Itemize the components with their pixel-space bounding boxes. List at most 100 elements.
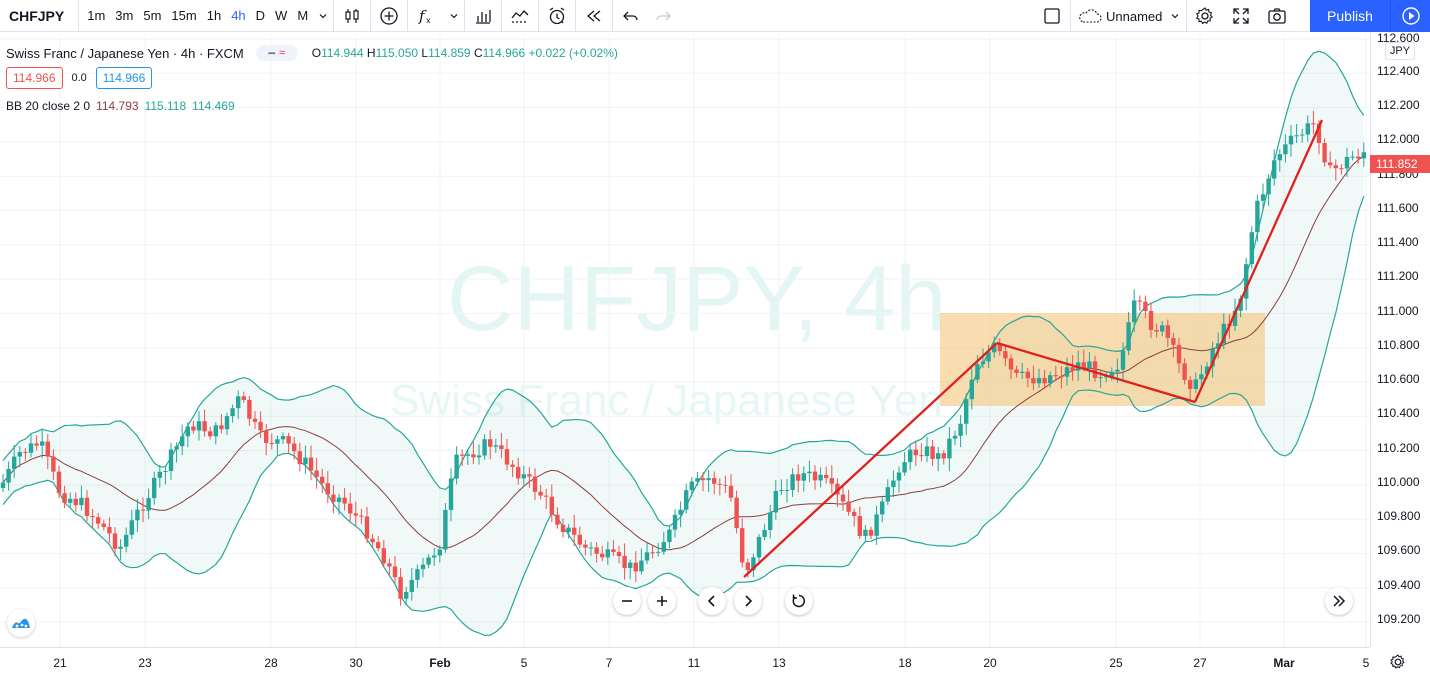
replay-button[interactable] [576, 0, 612, 32]
trend-line-up-2[interactable] [1193, 119, 1324, 403]
price-chart[interactable]: CHFJPY, 4h Swiss Franc / Japanese Yen [0, 33, 1370, 647]
price-scale[interactable]: 112.600 112.400 112.200 112.000 111.800 … [1370, 31, 1430, 647]
interval-15m[interactable]: 15m [171, 7, 197, 23]
candle-body [241, 396, 246, 400]
time-label: 27 [1193, 656, 1207, 670]
toolbar-divider [464, 0, 466, 32]
interval-1h[interactable]: 1h [206, 7, 222, 23]
scroll-left-button[interactable] [698, 587, 726, 615]
candle-body [1232, 310, 1238, 326]
scroll-to-realtime-button[interactable] [1325, 587, 1353, 615]
replay-play-button[interactable] [1390, 0, 1430, 32]
maximize-button[interactable] [1223, 0, 1259, 32]
indicator-legend[interactable]: BB 20 close 2 0 114.793 115.118 114.469 [6, 99, 618, 113]
time-label: 21 [53, 656, 67, 670]
toolbar-divider [501, 0, 503, 32]
chevron-right-icon [745, 595, 753, 607]
alert-button[interactable] [539, 0, 575, 32]
candle-body [913, 449, 918, 456]
candle-body [196, 421, 202, 431]
candle-body [17, 451, 22, 457]
trend-line-down[interactable] [996, 341, 1196, 404]
candle-body [252, 418, 258, 422]
legend-toggle-pill[interactable]: ━ ≈ [255, 45, 298, 61]
candle-body [1255, 200, 1260, 233]
candle-body [404, 591, 409, 599]
symbol-search[interactable]: CHFJPY [9, 7, 65, 24]
candle-body [1210, 348, 1215, 367]
candle-body [896, 472, 902, 481]
scroll-right-button[interactable] [734, 587, 762, 615]
fullscreen-toggle-button[interactable] [1034, 0, 1070, 32]
candle-body [588, 547, 594, 549]
candle-body [566, 527, 571, 533]
time-label: 18 [898, 656, 912, 670]
candle-body [740, 528, 745, 563]
sell-price-button[interactable]: 114.966 [6, 67, 63, 89]
interval-d[interactable]: D [255, 7, 266, 23]
interval-w[interactable]: W [275, 7, 288, 23]
interval-5m[interactable]: 5m [143, 7, 162, 23]
price-label: 112.200 [1377, 98, 1420, 112]
trend-line-up-1[interactable] [743, 342, 998, 578]
candle-body [185, 426, 190, 437]
candle-body [628, 562, 633, 568]
candle-body [1120, 350, 1126, 370]
time-scale[interactable]: 21 23 28 30 Feb 5 7 11 13 18 20 25 27 Ma… [0, 647, 1370, 680]
compare-button[interactable] [371, 0, 407, 32]
candle-body [454, 454, 459, 479]
candle-body [68, 498, 73, 503]
publish-button[interactable]: Publish [1310, 0, 1390, 32]
snapshot-button[interactable] [1259, 0, 1295, 32]
interval-1m[interactable]: 1m [87, 7, 106, 23]
candle-body [409, 579, 414, 592]
candle-body [1322, 143, 1327, 163]
candle-body [706, 478, 711, 481]
candle-body [784, 490, 790, 492]
templates-button[interactable] [502, 0, 538, 32]
current-price-label: 111.852 [1370, 155, 1430, 173]
candle-body [812, 471, 818, 481]
zoom-in-button[interactable] [648, 587, 676, 615]
layout-name-button[interactable]: Unnamed [1071, 0, 1186, 32]
interval-3m[interactable]: 3m [115, 7, 134, 23]
interval-dropdown-button[interactable] [313, 0, 333, 32]
currency-label[interactable]: JPY [1385, 42, 1415, 60]
candle-body [1305, 123, 1310, 135]
candle-body [723, 484, 728, 486]
settings-button[interactable] [1187, 0, 1223, 32]
candle-body [1361, 152, 1366, 159]
zoom-out-button[interactable] [613, 587, 641, 615]
candle-body [101, 523, 106, 527]
candle-body [364, 516, 370, 539]
undo-button[interactable] [613, 0, 649, 32]
candle-body [941, 453, 946, 459]
toolbar-divider [612, 0, 614, 32]
play-circle-icon [1401, 7, 1420, 25]
candle-body [964, 399, 969, 424]
candle-body [510, 464, 515, 467]
tradingview-logo[interactable] [7, 609, 35, 637]
series-title[interactable]: Swiss Franc / Japanese Yen · 4h · FXCM [6, 45, 244, 61]
interval-4h[interactable]: 4h [231, 7, 246, 23]
bollinger-lower-band [2, 196, 1365, 636]
buy-price-button[interactable]: 114.966 [95, 67, 153, 89]
indicators-dropdown-button[interactable] [444, 0, 464, 32]
candle-body [62, 493, 67, 503]
chart-type-button[interactable] [334, 0, 370, 32]
candle-body [997, 343, 1002, 352]
candle-body [79, 497, 84, 506]
candle-body [381, 548, 386, 564]
candle-body [1143, 301, 1148, 311]
chevron-down-icon [450, 13, 458, 18]
candle-body [443, 509, 448, 550]
financials-button[interactable] [465, 0, 501, 32]
reset-chart-button[interactable] [785, 587, 813, 615]
scale-settings-button[interactable] [1388, 652, 1408, 677]
bb-lower-value: 114.469 [192, 99, 235, 113]
redo-button[interactable] [649, 0, 677, 32]
interval-m[interactable]: M [297, 7, 309, 23]
candle-body [23, 451, 28, 453]
candle-body [846, 501, 851, 512]
